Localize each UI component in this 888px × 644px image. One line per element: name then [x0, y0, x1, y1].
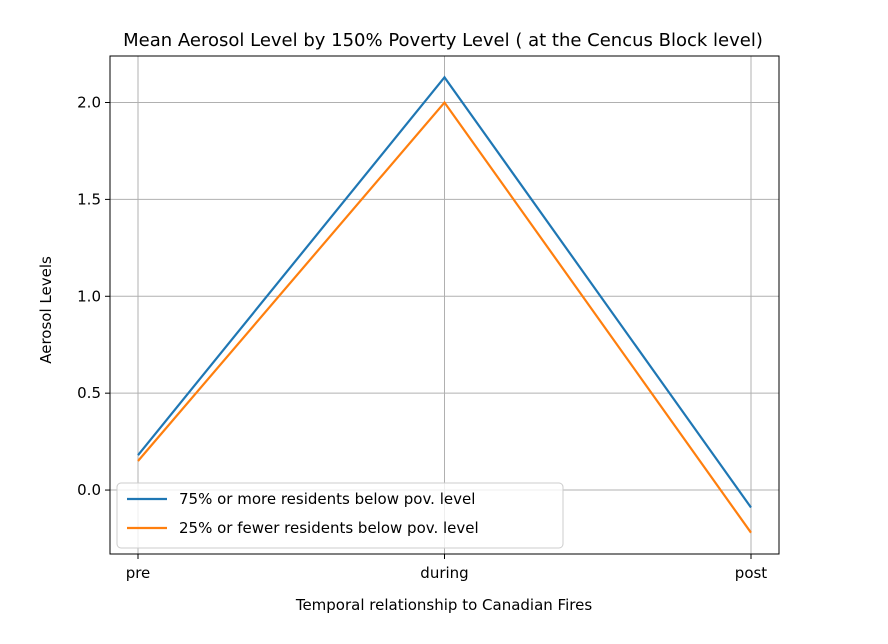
y-tick-label: 1.5	[77, 190, 101, 208]
x-axis: pre during post	[126, 554, 768, 582]
chart-title: Mean Aerosol Level by 150% Poverty Level…	[123, 30, 763, 51]
series-line-2	[137, 100, 752, 534]
series-lines	[137, 75, 752, 534]
x-axis-label: Temporal relationship to Canadian Fires	[295, 596, 593, 614]
y-tick-label: 0.0	[77, 481, 101, 499]
y-axis-label: Aerosol Levels	[37, 256, 55, 364]
legend-label: 25% or fewer residents below pov. level	[179, 519, 479, 537]
legend-box	[116, 482, 564, 549]
x-tick-label: during	[420, 564, 468, 582]
series-line-1	[137, 75, 752, 509]
y-tick-label: 1.0	[77, 287, 101, 305]
y-axis: 0.0 0.5 1.0 1.5 2.0	[77, 94, 110, 499]
x-tick-label: pre	[126, 564, 151, 582]
legend-label: 75% or more residents below pov. level	[179, 490, 475, 508]
y-tick-label: 2.0	[77, 94, 101, 112]
x-tick-label: post	[735, 564, 768, 582]
legend: 75% or more residents below pov. level 25…	[116, 482, 564, 549]
y-tick-label: 0.5	[77, 384, 101, 402]
